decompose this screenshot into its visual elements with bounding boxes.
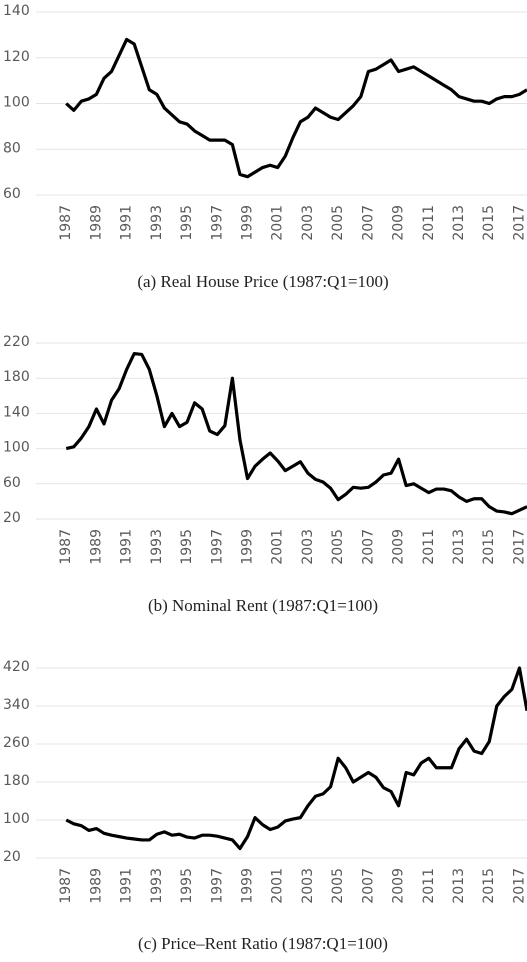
y-tick-label: 260 [3, 735, 30, 751]
y-tick-label: 60 [3, 475, 21, 491]
y-tick-label: 60 [3, 186, 21, 202]
x-tick-label: 2017 [511, 529, 527, 565]
x-tick-label: 2011 [421, 529, 437, 565]
x-tick-label: 2007 [360, 205, 376, 241]
y-tick-label: 180 [3, 773, 30, 789]
x-tick-label: 2009 [391, 868, 407, 904]
data-line [65, 37, 527, 179]
x-tick-label: 2011 [421, 205, 437, 241]
x-tick-label: 2015 [481, 529, 497, 565]
y-tick-label: 140 [3, 404, 30, 420]
x-tick-label: 2001 [270, 205, 286, 241]
y-tick-label: 100 [3, 440, 30, 456]
x-tick-label: 1993 [149, 868, 165, 904]
x-tick-label: 1995 [179, 529, 195, 565]
x-tick-label: 2007 [360, 529, 376, 565]
y-tick-label: 80 [3, 140, 21, 156]
x-tick-label: 1999 [240, 529, 256, 565]
x-tick-label: 2013 [451, 205, 467, 241]
x-tick-label: 2003 [300, 205, 316, 241]
x-tick-label: 1989 [88, 529, 104, 565]
data-line [65, 666, 527, 851]
chart-caption: (a) Real House Price (1987:Q1=100) [137, 272, 388, 291]
x-tick-label: 2005 [330, 529, 346, 565]
x-tick-label: 1997 [209, 205, 225, 241]
x-tick-label: 2009 [391, 529, 407, 565]
x-tick-label: 2005 [330, 205, 346, 241]
x-tick-label: 1987 [58, 868, 74, 904]
x-tick-label: 2013 [451, 529, 467, 565]
x-tick-label: 1997 [209, 868, 225, 904]
x-tick-label: 1993 [149, 529, 165, 565]
x-tick-label: 1999 [240, 205, 256, 241]
data-line [65, 351, 527, 516]
y-tick-label: 20 [3, 849, 21, 865]
x-tick-label: 2015 [481, 868, 497, 904]
x-tick-label: 2003 [300, 529, 316, 565]
x-tick-label: 2009 [391, 205, 407, 241]
x-tick-label: 1987 [58, 205, 74, 241]
x-tick-label: 2001 [270, 868, 286, 904]
y-tick-label: 20 [3, 510, 21, 526]
y-tick-label: 180 [3, 369, 30, 385]
x-tick-label: 1991 [119, 529, 135, 565]
y-tick-label: 140 [3, 3, 30, 19]
x-tick-label: 1995 [179, 205, 195, 241]
x-tick-label: 1991 [119, 868, 135, 904]
x-tick-label: 2011 [421, 868, 437, 904]
x-tick-label: 2001 [270, 529, 286, 565]
y-tick-label: 420 [3, 659, 30, 675]
x-tick-label: 2015 [481, 205, 497, 241]
chart-caption: (b) Nominal Rent (1987:Q1=100) [148, 596, 378, 615]
x-tick-label: 1993 [149, 205, 165, 241]
chart-caption: (c) Price–Rent Ratio (1987:Q1=100) [138, 934, 388, 953]
y-tick-label: 340 [3, 697, 30, 713]
x-tick-label: 2017 [511, 205, 527, 241]
y-tick-label: 100 [3, 811, 30, 827]
x-tick-label: 1987 [58, 529, 74, 565]
x-tick-label: 1991 [119, 205, 135, 241]
y-tick-label: 120 [3, 49, 30, 65]
x-tick-label: 1989 [88, 868, 104, 904]
x-tick-label: 1989 [88, 205, 104, 241]
x-tick-label: 2003 [300, 868, 316, 904]
x-tick-label: 1997 [209, 529, 225, 565]
x-tick-label: 2007 [360, 868, 376, 904]
y-tick-label: 220 [3, 334, 30, 350]
x-tick-label: 2013 [451, 868, 467, 904]
x-tick-label: 2017 [511, 868, 527, 904]
x-tick-label: 1999 [240, 868, 256, 904]
x-tick-label: 2005 [330, 868, 346, 904]
x-tick-label: 1995 [179, 868, 195, 904]
y-tick-label: 100 [3, 95, 30, 111]
